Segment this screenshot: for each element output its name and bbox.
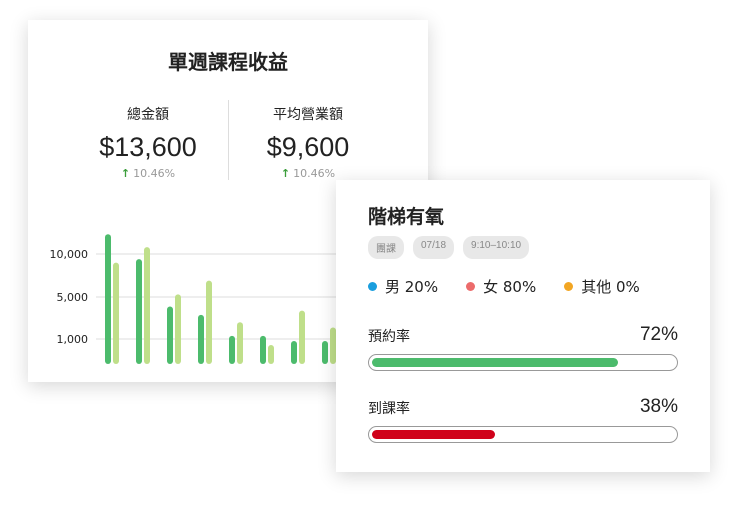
booking-label: 預約率 <box>368 329 410 345</box>
bar <box>198 314 204 364</box>
attendance-value: 38% <box>639 396 678 417</box>
tag-date: 07/18 <box>413 236 455 259</box>
booking-rate: 預約率 72% <box>368 324 678 371</box>
bar <box>322 341 328 364</box>
bar <box>299 310 305 364</box>
bar <box>229 335 235 364</box>
bar <box>237 322 243 364</box>
booking-value: 72% <box>639 324 678 345</box>
bar <box>144 247 150 364</box>
bar <box>175 294 181 364</box>
arrow-up-icon: ↑ <box>120 167 131 180</box>
bar <box>330 327 336 364</box>
booking-progress-fill <box>372 357 619 367</box>
total-change: 10.46% <box>133 167 176 180</box>
male-label: 男 20% <box>385 278 439 296</box>
bar <box>268 345 274 364</box>
female-dot-icon <box>466 282 476 291</box>
bar <box>113 262 119 364</box>
male-dot-icon <box>368 282 377 291</box>
divider <box>228 100 229 180</box>
class-title: 階梯有氧 <box>368 206 445 228</box>
y-tick-label: 5,000 <box>57 291 89 304</box>
average-stat: 平均營業額 $9,600 ↑ 10.46% <box>228 104 388 180</box>
y-tick-label: 1,000 <box>57 333 89 346</box>
bar <box>167 306 173 364</box>
booking-progress <box>368 354 678 371</box>
revenue-bar-chart: 10,000 5,000 1,000 <box>50 234 428 364</box>
class-detail-card: 階梯有氧 團課 07/18 9:10–10:10 男 20% 女 80% 其他 … <box>336 180 710 472</box>
attendance-rate: 到課率 38% <box>368 396 678 443</box>
bar <box>105 234 111 364</box>
y-tick-label: 10,000 <box>50 248 89 261</box>
attendance-label: 到課率 <box>368 401 410 417</box>
average-label: 平均營業額 <box>273 107 343 123</box>
bar <box>136 259 142 364</box>
total-label: 總金額 <box>127 107 169 123</box>
gender-legend: 男 20% 女 80% 其他 0% <box>368 276 640 297</box>
attendance-progress <box>368 426 678 443</box>
arrow-up-icon: ↑ <box>280 167 291 180</box>
average-change: 10.46% <box>293 167 336 180</box>
other-label: 其他 0% <box>581 278 640 296</box>
tag-time: 9:10–10:10 <box>463 236 530 259</box>
total-stat: 總金額 $13,600 ↑ 10.46% <box>68 104 228 180</box>
average-value: $9,600 <box>266 132 350 162</box>
total-value: $13,600 <box>99 132 197 162</box>
bar <box>206 280 212 364</box>
tag-type: 團課 <box>368 236 404 259</box>
attendance-progress-fill <box>372 429 496 439</box>
card-title: 單週課程收益 <box>168 50 288 74</box>
other-dot-icon <box>564 282 574 291</box>
female-label: 女 80% <box>483 278 537 296</box>
bar <box>291 341 297 364</box>
bar <box>260 335 266 364</box>
